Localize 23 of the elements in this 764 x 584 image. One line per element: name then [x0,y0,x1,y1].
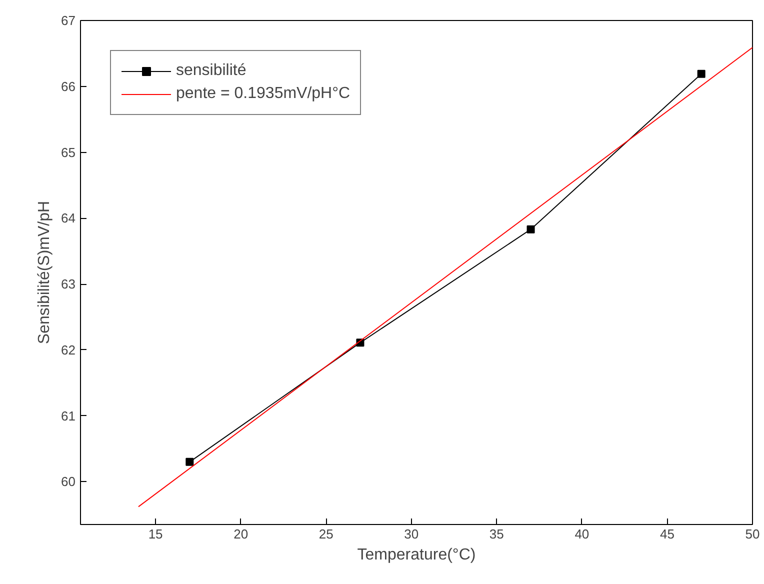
y-tick-label: 61 [61,408,76,424]
y-tick-label: 66 [61,78,76,94]
x-tick-label: 40 [574,526,590,542]
y-tick-label: 64 [61,210,76,226]
point [186,458,194,466]
y-tick-label: 63 [61,276,76,292]
y-tick-label: 62 [61,342,76,358]
x-tick-label: 20 [234,526,248,542]
x-tick-label: 45 [660,526,674,542]
legend-label: pente = 0.1935mV/pH°C [176,85,350,103]
legend-label: sensibilité [176,62,246,80]
y-tick-label: 67 [61,13,76,28]
point [526,225,535,234]
y-tick-label: 60 [61,474,76,490]
point [697,70,706,78]
y-tick-label: 65 [61,144,76,160]
x-axis-title: Temperature(°C) [357,546,476,564]
x-tick-label: 25 [318,526,334,542]
x-tick-label: 50 [745,526,760,542]
y-axis-title: Sensibilité(S)mV/pH [36,200,54,344]
x-tick-label: 15 [148,526,163,542]
x-tick-label: 30 [404,526,419,542]
x-tick-label: 35 [489,526,504,542]
